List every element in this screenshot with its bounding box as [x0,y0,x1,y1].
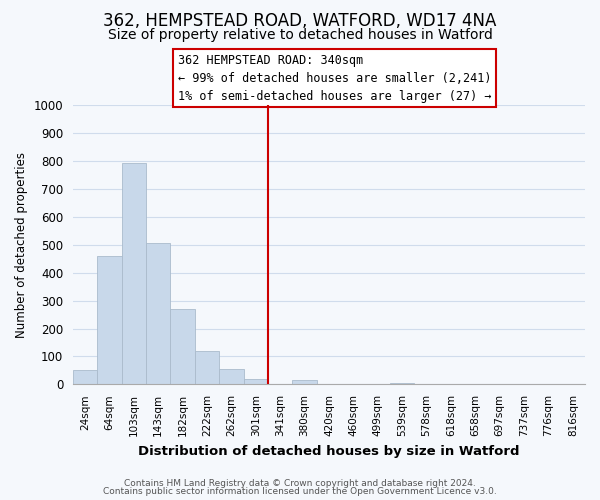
Bar [170,309,195,384]
Text: Size of property relative to detached houses in Watford: Size of property relative to detached ho… [107,28,493,42]
Text: 362 HEMPSTEAD ROAD: 340sqm
← 99% of detached houses are smaller (2,241)
1% of se: 362 HEMPSTEAD ROAD: 340sqm ← 99% of deta… [178,54,491,102]
Bar [219,369,244,384]
Bar [195,351,219,384]
Text: Contains public sector information licensed under the Open Government Licence v3: Contains public sector information licen… [103,487,497,496]
Text: 362, HEMPSTEAD ROAD, WATFORD, WD17 4NA: 362, HEMPSTEAD ROAD, WATFORD, WD17 4NA [103,12,497,30]
Y-axis label: Number of detached properties: Number of detached properties [15,152,28,338]
Bar [292,380,317,384]
Text: Contains HM Land Registry data © Crown copyright and database right 2024.: Contains HM Land Registry data © Crown c… [124,478,476,488]
Bar [97,256,122,384]
Bar [244,378,268,384]
X-axis label: Distribution of detached houses by size in Watford: Distribution of detached houses by size … [138,444,520,458]
Bar [73,370,97,384]
Bar [122,162,146,384]
Bar [146,244,170,384]
Bar [390,383,415,384]
